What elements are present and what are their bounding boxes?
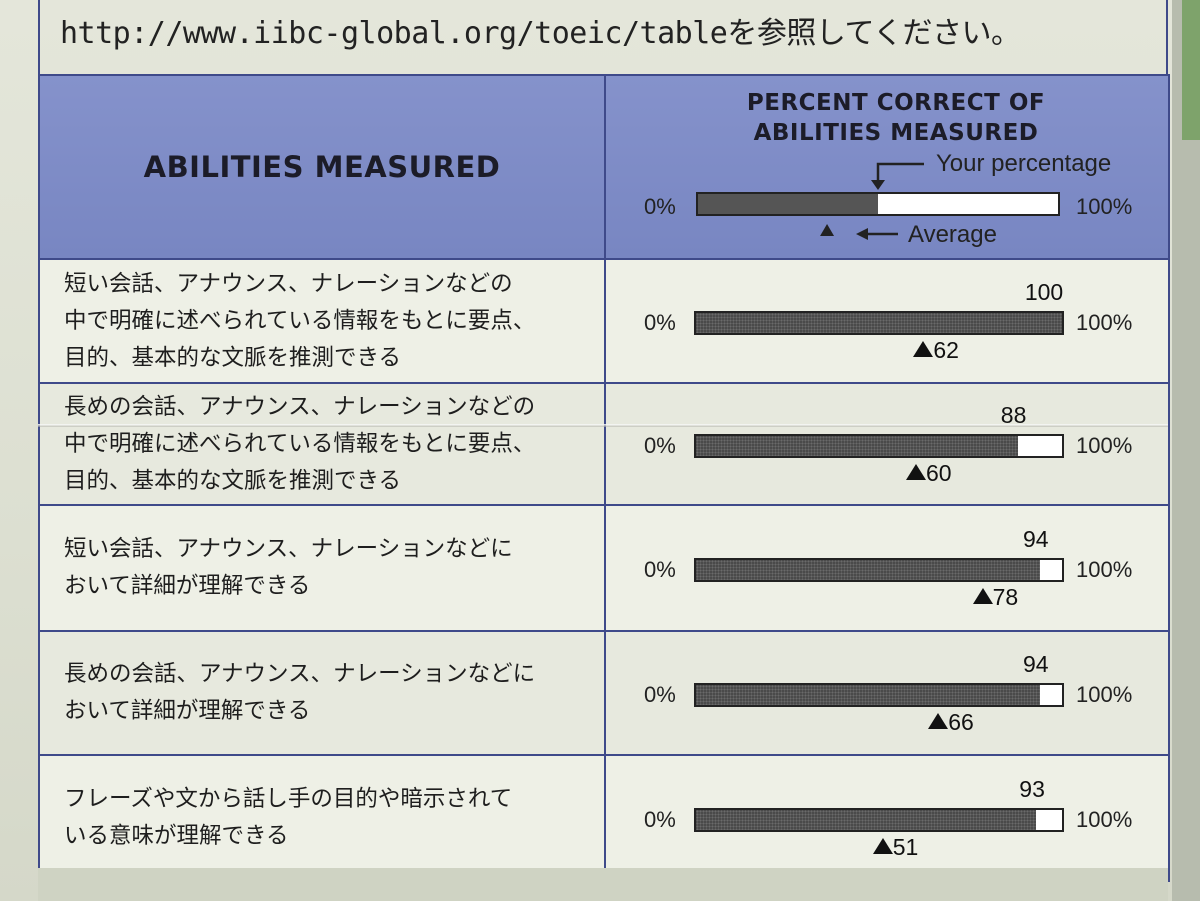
average-value: 62 — [933, 337, 959, 363]
average-triangle-icon — [906, 464, 926, 480]
ability-description: 短い会話、アナウンス、ナレーションなどの 中で明確に述べられている情報をもとに要… — [64, 270, 536, 371]
ability-cell: 長めの会話、アナウンス、ナレーションなどに おいて詳細が理解できる — [38, 630, 606, 756]
score-cell: 0% 100% 93 51 — [604, 754, 1170, 882]
ability-cell: 短い会話、アナウンス、ナレーションなどの 中で明確に述べられている情報をもとに要… — [38, 258, 606, 384]
score-cell: 0% 100% 94 78 — [604, 504, 1170, 632]
zero-percent-label: 0% — [644, 433, 676, 458]
abilities-table: ABILITIES MEASURED PERCENT CORRECT OF AB… — [38, 74, 1170, 882]
hundred-percent-label: 100% — [1076, 682, 1133, 707]
ability-cell: 長めの会話、アナウンス、ナレーションなどの 中で明確に述べられている情報をもとに… — [38, 382, 606, 506]
legend-area: PERCENT CORRECT OF ABILITIES MEASURED Yo… — [606, 76, 1168, 258]
zero-percent-label: 0% — [644, 310, 676, 335]
score-bar-area: 0% 100% 94 66 — [606, 632, 1168, 754]
your-percentage-value: 88 — [1000, 402, 1027, 428]
legend-your-percentage-label: Your percentage — [936, 150, 1112, 177]
abilities-measured-heading: ABILITIES MEASURED — [143, 150, 501, 184]
your-percentage-fill — [696, 436, 1019, 456]
your-percentage-value: 94 — [1023, 651, 1049, 677]
page-edge-green-tab — [1182, 0, 1200, 140]
abilities-header-cell: ABILITIES MEASURED — [38, 74, 606, 260]
legend-example-bar — [696, 192, 1060, 216]
your-percentage-value: 93 — [1019, 776, 1045, 802]
score-bar-track — [694, 683, 1064, 707]
hundred-percent-label: 100% — [1076, 807, 1133, 832]
table-header-row: ABILITIES MEASURED PERCENT CORRECT OF AB… — [38, 74, 1170, 260]
hundred-percent-label: 100% — [1076, 310, 1133, 335]
score-cell: 0% 100% 100 62 — [604, 258, 1170, 384]
ability-cell: フレーズや文から話し手の目的や暗示されて いる意味が理解できる — [38, 754, 606, 882]
average-arrowhead-icon — [856, 228, 868, 240]
table-row: 短い会話、アナウンス、ナレーションなどに おいて詳細が理解できる 0% 100% 94… — [38, 504, 1170, 632]
score-bar-area: 0% 100% 93 51 — [606, 756, 1168, 880]
percent-correct-heading-line2: ABILITIES MEASURED — [753, 120, 1039, 146]
average-triangle-icon — [913, 341, 934, 357]
ability-description: 短い会話、アナウンス、ナレーションなどに おいて詳細が理解できる — [64, 536, 513, 599]
frame-left-border — [38, 0, 40, 75]
frame-right-border — [1166, 0, 1168, 75]
score-bar-area: 0% 100% 94 78 — [606, 506, 1168, 630]
ability-description: フレーズや文から話し手の目的や暗示されて いる意味が理解できる — [64, 786, 513, 849]
zero-percent-label: 0% — [644, 557, 676, 582]
page-bottom-strip — [38, 868, 1168, 901]
percent-correct-header-cell: PERCENT CORRECT OF ABILITIES MEASURED Yo… — [604, 74, 1170, 260]
page-edge — [1172, 0, 1200, 901]
legend-example-fill — [698, 194, 878, 214]
zero-percent-label: 0% — [644, 682, 676, 707]
legend-average-label: Average — [908, 221, 997, 248]
score-cell: 0% 100% 88 60 — [604, 382, 1170, 506]
legend-average-triangle-icon — [820, 224, 835, 236]
score-bar-track — [694, 434, 1064, 458]
legend-hundred-label: 100% — [1076, 194, 1133, 219]
percent-correct-heading: PERCENT CORRECT OF ABILITIES MEASURED — [666, 88, 1126, 148]
score-cell: 0% 100% 94 66 — [604, 630, 1170, 756]
average-triangle-icon — [872, 838, 893, 854]
percent-correct-heading-line1: PERCENT CORRECT OF — [746, 90, 1046, 116]
legend-zero-label: 0% — [644, 194, 676, 219]
table-row: フレーズや文から話し手の目的や暗示されて いる意味が理解できる 0% 100% 93 5… — [38, 754, 1170, 882]
table-row: 長めの会話、アナウンス、ナレーションなどの 中で明確に述べられている情報をもとに… — [38, 382, 1170, 506]
your-percentage-fill — [696, 685, 1041, 705]
score-bar-track — [694, 808, 1064, 832]
reference-note: http://www.iibc-global.org/toeic/tableを参… — [60, 16, 1021, 51]
score-bar-track — [694, 311, 1064, 335]
ability-description: 長めの会話、アナウンス、ナレーションなどに おいて詳細が理解できる — [64, 661, 536, 724]
hundred-percent-label: 100% — [1076, 433, 1133, 458]
average-value: 66 — [948, 709, 974, 735]
average-triangle-icon — [928, 713, 949, 729]
your-percentage-fill — [696, 313, 1062, 333]
score-bar-area: 0% 100% 88 60 — [606, 384, 1168, 504]
ability-description: 長めの会話、アナウンス、ナレーションなどの 中で明確に述べられている情報をもとに… — [64, 393, 536, 494]
ability-cell: 短い会話、アナウンス、ナレーションなどに おいて詳細が理解できる — [38, 504, 606, 632]
average-value: 51 — [892, 834, 919, 860]
your-percentage-arrowhead-icon — [871, 180, 885, 190]
table-row: 短い会話、アナウンス、ナレーションなどの 中で明確に述べられている情報をもとに要… — [38, 258, 1170, 384]
score-bar-track — [694, 558, 1064, 582]
your-percentage-fill — [696, 560, 1041, 580]
table-row: 長めの会話、アナウンス、ナレーションなどに おいて詳細が理解できる 0% 100% 9… — [38, 630, 1170, 756]
your-percentage-value: 100 — [1024, 279, 1064, 305]
zero-percent-label: 0% — [644, 807, 676, 832]
your-percentage-value: 94 — [1023, 526, 1049, 552]
score-bar-area: 0% 100% 100 62 — [606, 260, 1168, 382]
your-percentage-fill — [696, 810, 1037, 830]
average-value: 60 — [926, 460, 952, 486]
average-triangle-icon — [972, 588, 993, 604]
average-value: 78 — [992, 584, 1019, 610]
your-percentage-arrow-icon — [876, 162, 924, 186]
hundred-percent-label: 100% — [1076, 557, 1133, 582]
